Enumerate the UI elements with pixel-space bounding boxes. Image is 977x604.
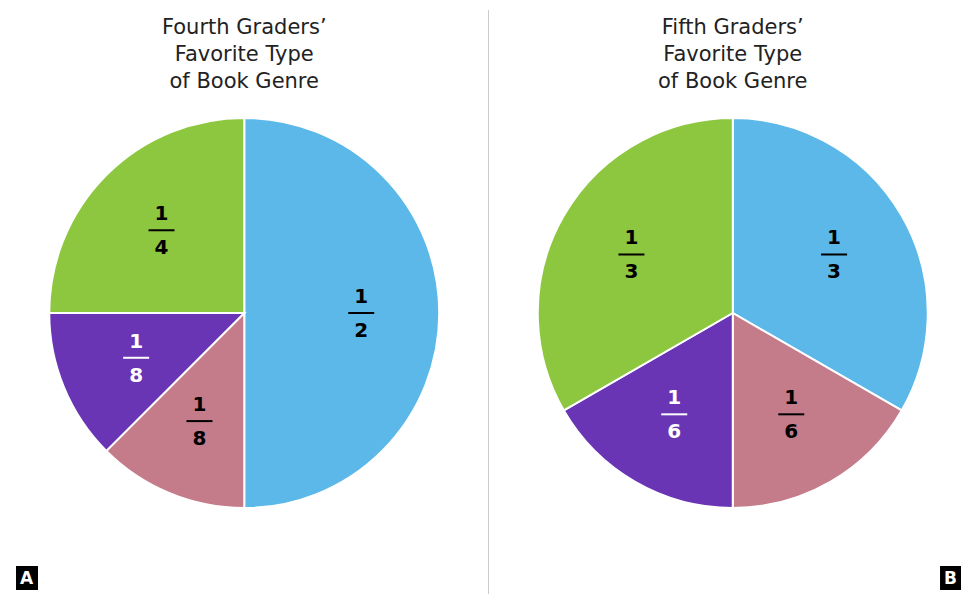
denominator: 8: [193, 426, 207, 450]
fraction-bar: [661, 413, 687, 415]
slice: [733, 313, 902, 508]
fraction-bar: [123, 357, 149, 359]
slice: [538, 118, 733, 410]
divider: [488, 10, 489, 594]
pie: [538, 118, 928, 508]
data-label: 16: [778, 385, 804, 443]
pie-panel: Fourth Graders’ Favorite Type of Book Genr…: [49, 15, 439, 508]
title-line: of Book Genre: [658, 69, 807, 93]
data-labels: 12181814: [123, 201, 374, 450]
fraction-bar: [618, 253, 644, 255]
title: Fifth Graders’ Favorite Type of Book Genre: [658, 15, 807, 93]
data-label: 18: [186, 392, 212, 450]
data-label: 13: [618, 225, 644, 283]
fraction-bar: [348, 312, 374, 314]
title-line: of Book Genre: [170, 69, 319, 93]
panel-label: B: [940, 566, 961, 590]
pie: [49, 118, 439, 508]
numerator: 1: [624, 225, 638, 249]
slice: [49, 313, 244, 451]
numerator: 1: [155, 201, 169, 225]
canvas: Fourth Graders’ Favorite Type of Book Genr…: [0, 0, 977, 604]
pie-panel: Fifth Graders’ Favorite Type of Book Genre…: [538, 15, 928, 508]
slice: [49, 118, 244, 313]
numerator: 1: [827, 225, 841, 249]
panel-label-box: [940, 566, 961, 590]
denominator: 4: [155, 235, 169, 259]
panel-label-text: A: [20, 568, 34, 588]
data-label: 13: [821, 225, 847, 283]
numerator: 1: [354, 284, 368, 308]
numerator: 1: [667, 385, 681, 409]
denominator: 6: [667, 419, 681, 443]
data-label: 18: [123, 329, 149, 387]
slice: [244, 118, 439, 508]
title: Fourth Graders’ Favorite Type of Book Genr…: [162, 15, 327, 93]
fraction-bar: [149, 229, 175, 231]
data-label: 16: [661, 385, 687, 443]
data-label: 14: [149, 201, 175, 259]
data-label: 12: [348, 284, 374, 342]
title-line: Favorite Type: [175, 42, 314, 66]
fraction-bar: [821, 253, 847, 255]
numerator: 1: [129, 329, 143, 353]
panel-label-box: [16, 566, 38, 590]
panel-label: A: [16, 566, 38, 590]
denominator: 3: [624, 259, 638, 283]
title-line: Favorite Type: [663, 42, 802, 66]
numerator: 1: [193, 392, 207, 416]
fraction-bar: [778, 413, 804, 415]
title-line: Fifth Graders’: [662, 15, 804, 39]
panel-label-text: B: [944, 568, 957, 588]
denominator: 8: [129, 363, 143, 387]
fraction-bar: [186, 420, 212, 422]
denominator: 2: [354, 318, 368, 342]
title-line: Fourth Graders’: [162, 15, 327, 39]
data-labels: 13161613: [618, 225, 847, 443]
denominator: 3: [827, 259, 841, 283]
denominator: 6: [784, 419, 798, 443]
numerator: 1: [784, 385, 798, 409]
